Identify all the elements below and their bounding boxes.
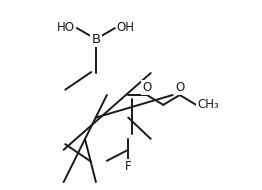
Text: O: O [175,81,184,94]
Text: B: B [91,32,100,46]
Text: F: F [125,160,132,173]
Text: O: O [142,81,151,94]
Text: OH: OH [117,21,135,33]
Text: CH₃: CH₃ [197,98,219,111]
Text: HO: HO [57,21,75,33]
